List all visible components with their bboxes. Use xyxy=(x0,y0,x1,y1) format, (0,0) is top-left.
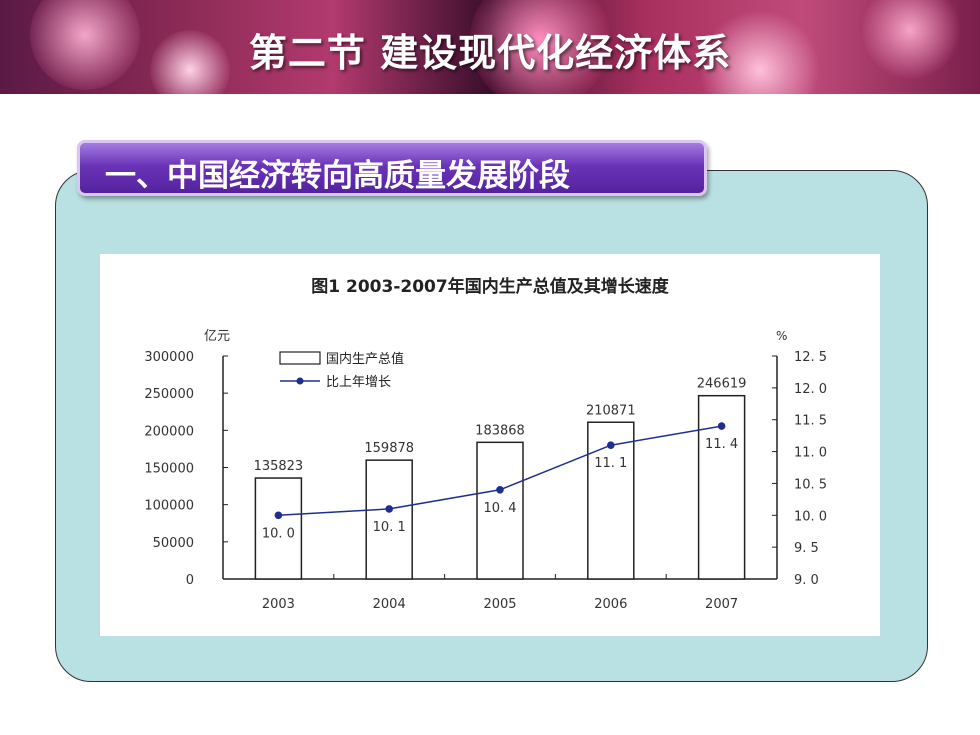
left-tick-label: 250000 xyxy=(144,387,194,402)
chart-title: 图1 2003-2007年国内生产总值及其增长速度 xyxy=(311,276,669,297)
growth-line-series: 10. 0 10. 1 10. 4 11. 1 11. 4 xyxy=(262,422,738,541)
gdp-bar-value-label: 183868 xyxy=(475,423,525,438)
right-tick-label: 10. 5 xyxy=(794,477,827,492)
gdp-bar xyxy=(365,459,413,580)
growth-point xyxy=(607,441,615,449)
bokeh-decoration xyxy=(150,30,230,94)
bar-series: 135823 159878 183868 210871 246619 xyxy=(254,377,747,580)
slide-title: 第二节 建设现代化经济体系 xyxy=(248,31,732,75)
header-banner: 第二节 建设现代化经济体系 xyxy=(0,0,980,94)
growth-point xyxy=(274,511,283,520)
growth-point xyxy=(385,505,394,513)
gdp-bar xyxy=(476,441,524,580)
left-tick-label: 150000 xyxy=(144,462,194,477)
left-tick-label: 0 xyxy=(186,573,194,588)
growth-value-label: 10. 1 xyxy=(373,520,406,535)
x-tick-label: 2004 xyxy=(373,597,406,612)
gdp-chart: 图1 2003-2007年国内生产总值及其增长速度 亿元 % 300000 250… xyxy=(144,276,827,612)
left-tick-label: 200000 xyxy=(144,424,194,439)
growth-point xyxy=(496,486,504,494)
right-tick-label: 12. 0 xyxy=(794,382,827,397)
section-tab: 一、中国经济转向高质量发展阶段 xyxy=(77,140,707,196)
gdp-bar-value-label: 135823 xyxy=(254,459,304,474)
gdp-bar xyxy=(254,477,303,580)
gdp-bar-value-label: 159878 xyxy=(364,441,414,456)
left-axis-ticks: 300000 250000 200000 150000 100000 50000 0 xyxy=(144,350,228,588)
right-tick-label: 9. 5 xyxy=(794,541,819,556)
x-tick-label: 2003 xyxy=(262,597,295,612)
right-axis-ticks: 12. 5 12. 0 11. 5 11. 0 10. 5 10. 0 9. 5 9. 0 xyxy=(772,350,827,588)
growth-value-label: 11. 1 xyxy=(594,456,627,471)
left-tick-label: 100000 xyxy=(144,499,194,514)
growth-value-label: 10. 0 xyxy=(262,526,295,541)
section-title: 一、中国经济转向高质量发展阶段 xyxy=(105,158,570,194)
growth-value-label: 10. 4 xyxy=(483,501,516,516)
legend: 国内生产总值 比上年增长 xyxy=(279,351,404,390)
bokeh-decoration xyxy=(30,0,140,90)
x-tick-label: 2006 xyxy=(594,597,627,612)
bokeh-decoration xyxy=(860,0,960,80)
bokeh-decoration xyxy=(470,0,610,94)
legend-line-marker xyxy=(296,377,304,385)
right-tick-label: 9. 0 xyxy=(794,573,819,588)
x-tick-label: 2005 xyxy=(483,597,516,612)
right-tick-label: 11. 5 xyxy=(794,414,827,429)
legend-bar-label: 国内生产总值 xyxy=(326,351,404,367)
right-tick-label: 12. 5 xyxy=(794,350,827,365)
right-tick-label: 10. 0 xyxy=(794,509,827,524)
right-axis-unit: % xyxy=(776,329,787,343)
legend-bar-swatch xyxy=(279,351,321,365)
growth-value-label: 11. 4 xyxy=(705,437,738,452)
gdp-bar-value-label: 210871 xyxy=(586,403,636,418)
left-tick-label: 300000 xyxy=(144,350,194,365)
x-tick-label: 2007 xyxy=(705,597,738,612)
left-axis-unit: 亿元 xyxy=(204,329,230,344)
legend-line-label: 比上年增长 xyxy=(326,375,391,390)
x-axis-ticks: 2003 2004 2005 2006 2007 xyxy=(262,574,738,612)
growth-point xyxy=(717,422,726,430)
left-tick-label: 50000 xyxy=(153,536,194,551)
gdp-bar-value-label: 246619 xyxy=(697,377,747,392)
right-tick-label: 11. 0 xyxy=(794,446,827,461)
chart-container: 图1 2003-2007年国内生产总值及其增长速度 亿元 % 300000 250… xyxy=(100,254,880,636)
